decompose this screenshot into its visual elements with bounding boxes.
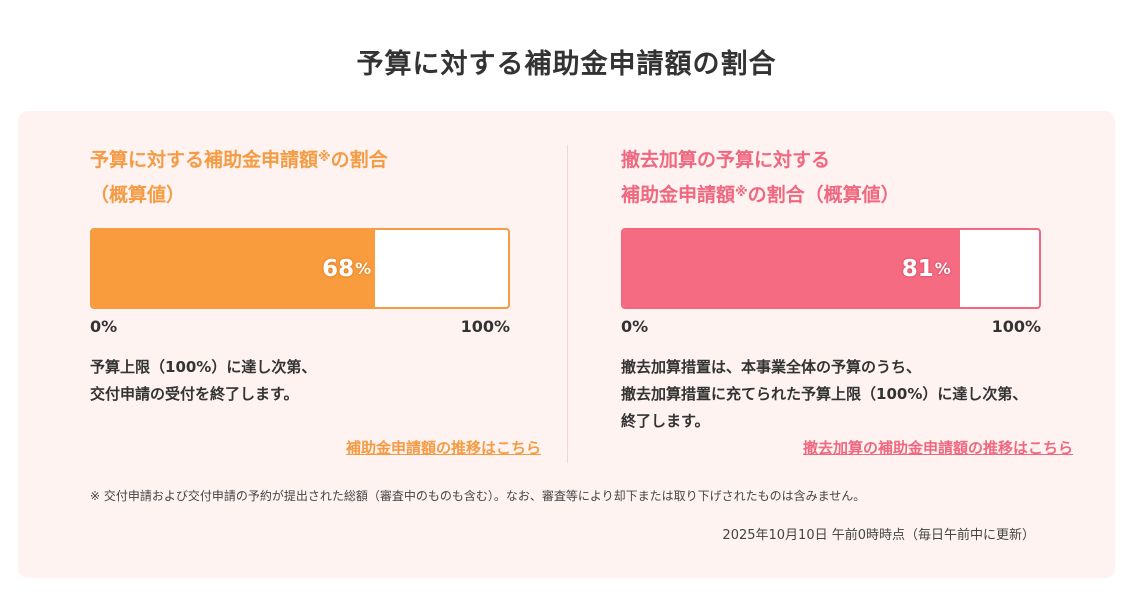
subsidy-progress-fill: [92, 230, 375, 307]
percent-unit: %: [355, 259, 372, 278]
removal-percent-label: 81%: [623, 230, 960, 307]
page-title: 予算に対する補助金申請額の割合: [356, 49, 777, 80]
percent-number: 68: [322, 255, 355, 282]
note-line1: 撤去加算措置は、本事業全体の予算のうち、: [621, 358, 922, 376]
column-divider: [567, 145, 568, 463]
removal-trend-link[interactable]: 撤去加算の補助金申請額の推移はこちら: [802, 439, 1073, 457]
removal-progress-fill: [623, 230, 960, 307]
subsidy-percent-label: 68%: [92, 230, 375, 307]
axis-min-label: 0%: [621, 317, 649, 336]
budget-ratio-panel: 予算に対する補助金申請額※の割合 （概算値） 68% 0% 100% 予算上限（…: [18, 111, 1115, 578]
footnote: ※ 交付申請および交付申請の予約が提出された総額（審査中のものも含む）。なお、審…: [90, 489, 866, 503]
subsidy-ratio-title: 予算に対する補助金申請額※の割合 （概算値）: [90, 143, 388, 213]
subsidy-progress-bar: 68%: [90, 228, 510, 309]
title-line1-suffix: の割合: [330, 149, 388, 171]
note-line3: 終了します。: [621, 412, 710, 430]
title-line2: 補助金申請額: [621, 184, 736, 206]
axis-max-label: 100%: [460, 317, 510, 336]
subsidy-trend-link[interactable]: 補助金申請額の推移はこちら: [345, 439, 541, 457]
update-timestamp: 2025年10月10日 午前0時時点（毎日午前中に更新）: [722, 528, 1035, 543]
title-line1: 撤去加算の予算に対する: [621, 149, 831, 171]
note-line2: 交付申請の受付を終了します。: [90, 385, 299, 403]
axis-max-label: 100%: [991, 317, 1041, 336]
subsidy-note: 予算上限（100%）に達し次第、 交付申請の受付を終了します。: [90, 354, 316, 408]
axis-min-label: 0%: [90, 317, 118, 336]
footnote-mark: ※: [318, 150, 331, 165]
title-line2-suffix: の割合（概算値）: [747, 184, 900, 206]
removal-progress-bar: 81%: [621, 228, 1041, 309]
percent-number: 81: [901, 255, 934, 282]
removal-note: 撤去加算措置は、本事業全体の予算のうち、 撤去加算措置に充てられた予算上限（10…: [621, 354, 1027, 435]
removal-ratio-title: 撤去加算の予算に対する 補助金申請額※の割合（概算値）: [621, 143, 900, 213]
title-line2: （概算値）: [90, 184, 186, 206]
title-line1: 予算に対する補助金申請額: [90, 149, 319, 171]
note-line1: 予算上限（100%）に達し次第、: [90, 358, 317, 376]
footnote-mark: ※: [735, 185, 748, 200]
note-line2: 撤去加算措置に充てられた予算上限（100%）に達し次第、: [621, 385, 1028, 403]
percent-unit: %: [934, 259, 951, 278]
